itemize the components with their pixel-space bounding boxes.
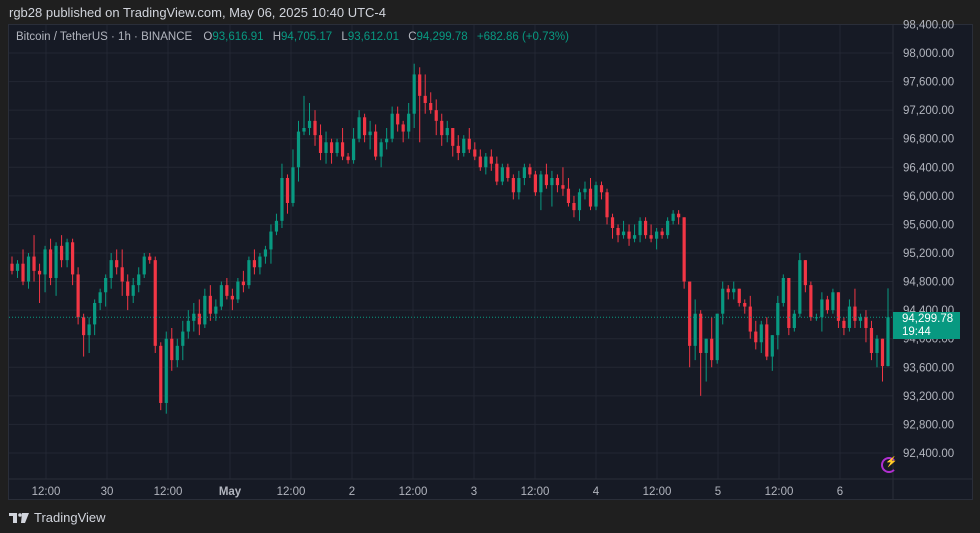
open-value: 93,616.91 xyxy=(212,31,264,43)
time-axis-label: 12:00 xyxy=(521,486,550,498)
brand-name: TradingView xyxy=(34,510,106,525)
price-axis-label: 92,400.00 xyxy=(903,448,954,460)
high-value: 94,705.17 xyxy=(281,31,333,43)
close-label: C xyxy=(408,31,417,43)
price-axis-label: 96,000.00 xyxy=(903,191,954,203)
published-byline: rgb28 published on TradingView.com, May … xyxy=(9,5,386,20)
time-axis-label: 5 xyxy=(715,486,721,498)
time-axis-label: 12:00 xyxy=(32,486,61,498)
price-axis-label: 93,200.00 xyxy=(903,391,954,403)
time-axis-label: 3 xyxy=(471,486,477,498)
low-label: L xyxy=(341,31,348,43)
ohlc-legend: Bitcoin / TetherUS · 1h · BINANCE O93,61… xyxy=(16,31,569,43)
time-axis-label: 12:00 xyxy=(154,486,183,498)
close-value: 94,299.78 xyxy=(416,31,468,43)
chart-pane[interactable] xyxy=(8,24,973,500)
time-axis-label: 12:00 xyxy=(277,486,306,498)
symbol-title[interactable]: Bitcoin / TetherUS · 1h · BINANCE xyxy=(16,31,193,43)
high-label: H xyxy=(272,31,282,43)
time-axis-label: 4 xyxy=(593,486,600,498)
price-axis-label: 93,600.00 xyxy=(903,362,954,374)
price-axis-label: 95,600.00 xyxy=(903,219,954,231)
time-axis-label: 12:00 xyxy=(399,486,428,498)
time-axis-label: 12:00 xyxy=(643,486,672,498)
price-axis-label: 96,400.00 xyxy=(903,162,954,174)
last-price-value: 94,299.78 xyxy=(902,313,954,325)
price-axis-label: 95,200.00 xyxy=(903,248,954,260)
price-axis-label: 96,800.00 xyxy=(903,134,954,146)
change-value: +682.86 (+0.73%) xyxy=(476,31,569,43)
tradingview-logo-icon xyxy=(9,512,29,523)
time-axis-label: 12:00 xyxy=(765,486,794,498)
footer-brand[interactable]: TradingView xyxy=(9,510,106,525)
lightning-icon[interactable]: ⚡ xyxy=(881,457,897,473)
price-axis-label: 97,600.00 xyxy=(903,77,954,89)
bar-countdown: 19:44 xyxy=(902,325,931,338)
price-axis-label: 98,400.00 xyxy=(903,19,954,31)
last-price-tag: 94,299.78 19:44 xyxy=(893,312,960,339)
price-axis-label: 94,800.00 xyxy=(903,277,954,289)
low-value: 93,612.01 xyxy=(347,31,399,43)
time-axis-label: May xyxy=(219,486,242,498)
candles xyxy=(10,63,890,414)
price-axis-label: 98,000.00 xyxy=(903,48,954,60)
time-axis-label: 30 xyxy=(101,486,114,498)
open-label: O xyxy=(203,31,213,43)
price-axis-label: 97,200.00 xyxy=(903,105,954,117)
price-axis-label: 92,800.00 xyxy=(903,419,954,431)
time-axis-label: 2 xyxy=(349,486,355,498)
time-axis-label: 6 xyxy=(837,486,843,498)
